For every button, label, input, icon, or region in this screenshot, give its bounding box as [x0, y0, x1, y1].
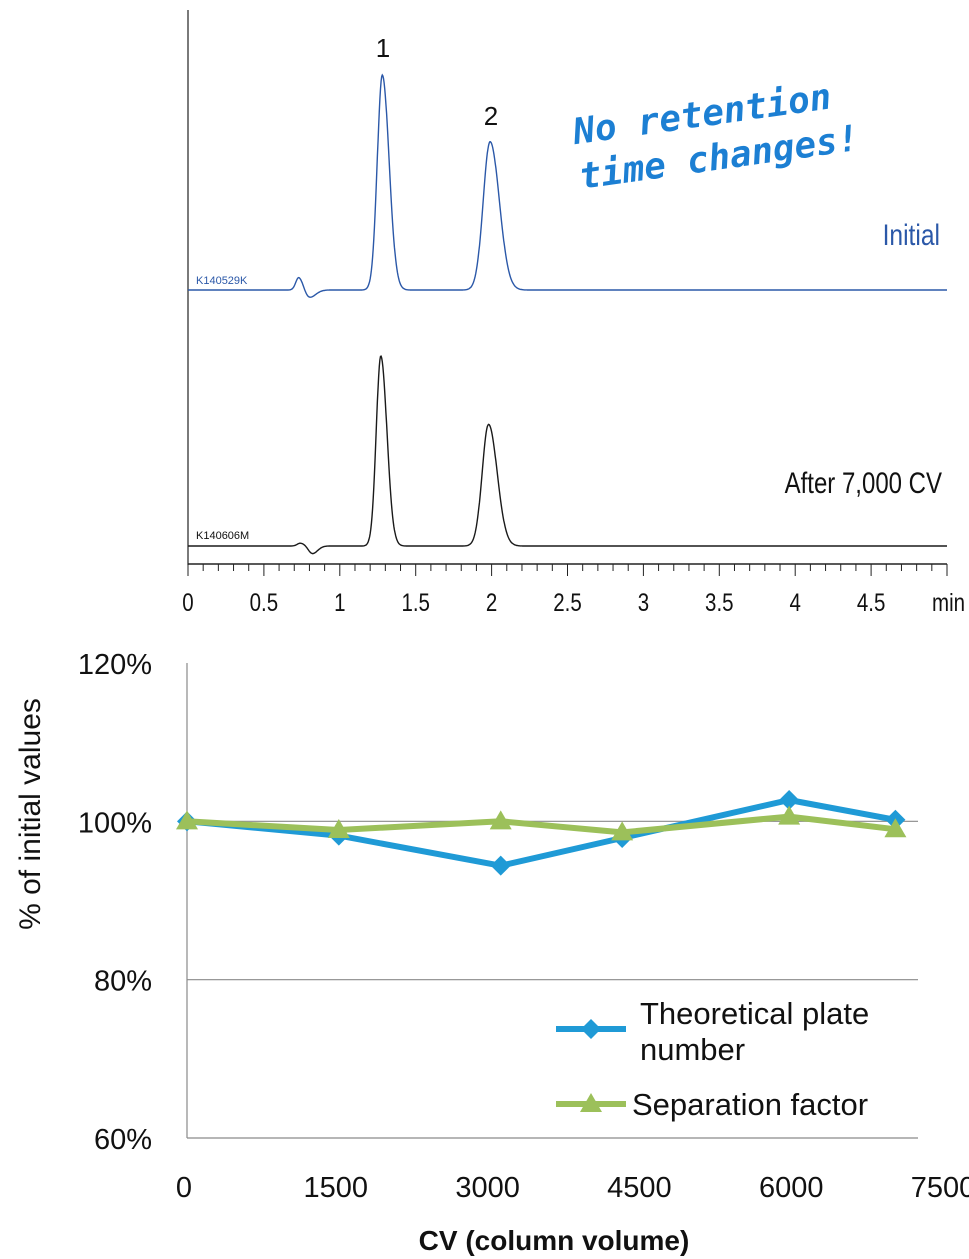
x-tick-label: 2.5	[553, 588, 581, 616]
y-tick-label: 60%	[94, 1124, 152, 1156]
trace-name-initial: Initial	[883, 218, 940, 252]
stability-chart: 60% 80% 100% 120% 0 1500 3000 4500 6000 7500 % o…	[14, 649, 969, 1256]
series-line-1	[186, 813, 896, 836]
data-point-triangle	[778, 805, 801, 825]
data-point-triangle	[176, 810, 198, 830]
x-tick-label: 0.5	[250, 588, 278, 616]
x-tick-label: 1	[334, 588, 345, 616]
legend-marker-diamond	[581, 1019, 601, 1039]
x-tick-label: 3000	[455, 1172, 520, 1204]
trace-line-initial	[188, 73, 947, 298]
peak-label-1: 1	[376, 33, 390, 63]
chromatogram-traces	[188, 73, 947, 555]
y-tick-label: 120%	[78, 649, 152, 681]
stability-grid	[186, 663, 918, 1139]
stability-x-axis-title: CV (column volume)	[419, 1225, 690, 1256]
chromatogram-chart: 0 0.5 1 1.5 2 2.5 3 3.5 4 4.5 1 2 Initial After 7…	[182, 10, 965, 616]
series-line-0	[186, 797, 896, 869]
y-tick-label: 100%	[78, 807, 152, 839]
stability-legend: Theoretical plate number Separation fact…	[556, 996, 869, 1122]
legend-label-separation-factor: Separation factor	[632, 1087, 868, 1122]
data-point-triangle	[611, 821, 634, 841]
x-tick-label: 3	[638, 588, 649, 616]
legend-label-plate-number-line-2: number	[640, 1032, 745, 1067]
stability-series	[176, 789, 907, 876]
trace-line-after	[188, 355, 947, 555]
x-tick-label: 4	[789, 588, 801, 616]
legend-entry-separation-factor: Separation factor	[556, 1087, 868, 1122]
data-point-triangle	[489, 810, 512, 830]
y-tick-label: 80%	[94, 966, 152, 998]
x-tick-label: 2	[486, 588, 497, 616]
x-tick-label: 7500	[911, 1172, 969, 1204]
legend-label-plate-number-line-1: Theoretical plate	[640, 996, 869, 1031]
data-point-triangle	[327, 819, 350, 839]
x-tick-label: 0	[176, 1172, 192, 1204]
legend-marker-triangle	[580, 1093, 602, 1112]
data-point-triangle	[884, 818, 907, 838]
chromatogram-x-axis: 0 0.5 1 1.5 2 2.5 3 3.5 4 4.5	[182, 563, 948, 616]
chromatogram-x-unit: min	[932, 588, 965, 616]
x-tick-label: 6000	[759, 1172, 824, 1204]
stability-y-ticks: 60% 80% 100% 120%	[78, 649, 152, 1156]
stability-y-axis-title: % of initial values	[14, 698, 47, 930]
x-tick-label: 3.5	[705, 588, 733, 616]
x-tick-label: 0	[182, 588, 193, 616]
trace-file-label-initial: K140529K	[196, 275, 248, 287]
stability-x-ticks: 0 1500 3000 4500 6000 7500	[176, 1172, 969, 1204]
peak-label-2: 2	[484, 101, 498, 131]
x-tick-label: 1.5	[401, 588, 429, 616]
trace-name-after: After 7,000 CV	[785, 465, 942, 499]
x-tick-label: 1500	[304, 1172, 369, 1204]
data-point-diamond	[490, 855, 511, 876]
trace-file-label-after: K140606M	[196, 530, 249, 542]
x-tick-label: 4.5	[857, 588, 885, 616]
annotation-callout: No retention time changes!	[570, 76, 862, 197]
data-point-diamond	[779, 789, 800, 810]
legend-entry-plate-number: Theoretical plate number	[556, 996, 869, 1067]
x-tick-label: 4500	[607, 1172, 672, 1204]
